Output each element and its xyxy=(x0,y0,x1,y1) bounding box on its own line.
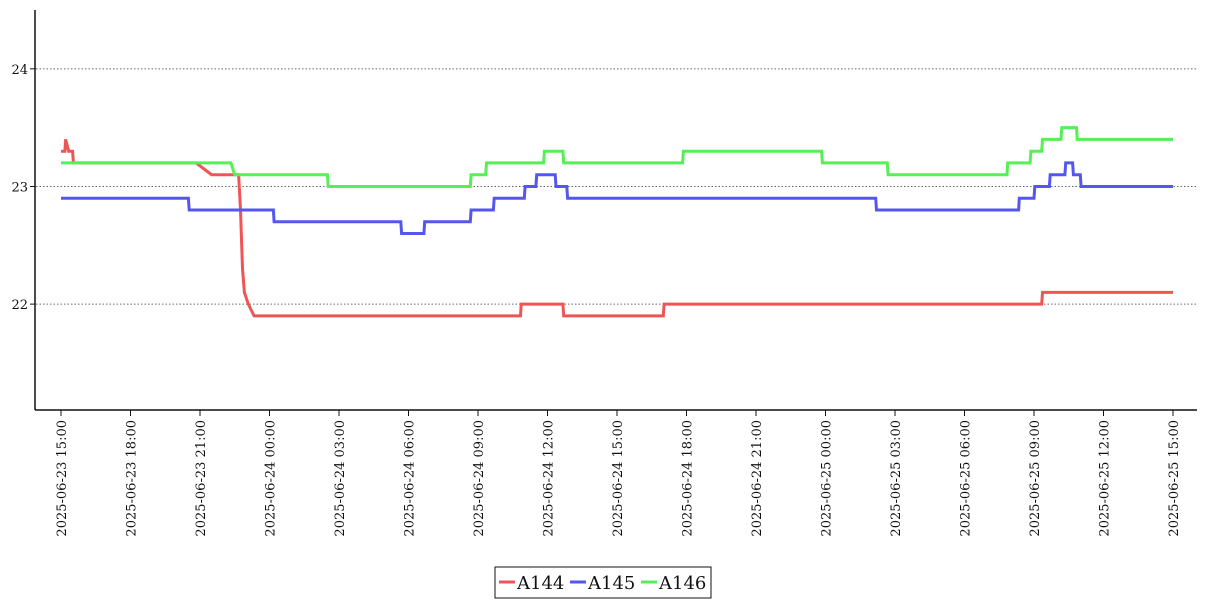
axes xyxy=(34,10,1197,411)
x-tick-label: 2025-06-25 03:00 xyxy=(889,420,904,537)
y-tick-label: 23 xyxy=(11,180,28,195)
x-tick-label: 2025-06-25 15:00 xyxy=(1167,420,1182,537)
x-tick-label: 2025-06-24 09:00 xyxy=(472,420,487,537)
x-tick-label: 2025-06-24 12:00 xyxy=(542,420,557,537)
legend-box xyxy=(494,566,712,599)
legend-label-a144: A144 xyxy=(516,573,564,594)
x-tick-label: 2025-06-25 09:00 xyxy=(1028,420,1043,537)
x-tick-label: 2025-06-24 03:00 xyxy=(333,420,348,537)
x-tick-label: 2025-06-23 21:00 xyxy=(194,420,209,537)
series-lines xyxy=(61,126,1173,318)
x-tick-label: 2025-06-24 00:00 xyxy=(264,420,279,537)
grid-lines xyxy=(36,68,1197,305)
x-tick-label: 2025-06-25 00:00 xyxy=(820,420,835,537)
legend-label-a146: A146 xyxy=(658,573,706,594)
x-tick-label: 2025-06-24 06:00 xyxy=(403,420,418,537)
x-ticks: 2025-06-23 15:00 2025-06-23 18:00 2025-06-… xyxy=(55,410,1182,537)
x-tick-label: 2025-06-23 18:00 xyxy=(125,420,140,537)
series-line-a145 xyxy=(61,161,1173,235)
series-line-a144 xyxy=(61,139,1173,318)
legend-label-a145: A145 xyxy=(587,573,635,594)
series-line-a146 xyxy=(61,126,1173,188)
x-tick-label: 2025-06-24 15:00 xyxy=(611,420,626,537)
y-tick-label: 22 xyxy=(11,298,28,313)
y-tick-label: 24 xyxy=(11,63,28,78)
legend: A144 A145 A146 xyxy=(494,566,712,599)
y-ticks: 22 23 24 xyxy=(11,63,35,313)
x-tick-label: 2025-06-25 06:00 xyxy=(959,420,974,537)
x-tick-label: 2025-06-23 15:00 xyxy=(55,420,70,537)
x-tick-label: 2025-06-24 21:00 xyxy=(750,420,765,537)
x-tick-label: 2025-06-24 18:00 xyxy=(681,420,696,537)
x-tick-label: 2025-06-25 12:00 xyxy=(1098,420,1113,537)
